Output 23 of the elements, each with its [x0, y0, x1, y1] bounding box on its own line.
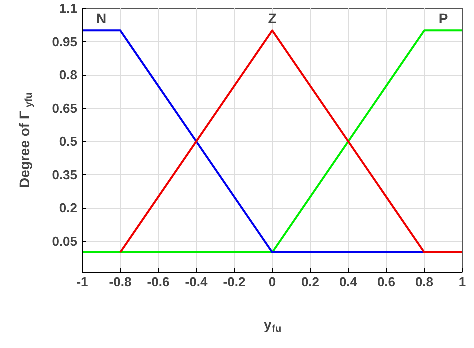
y-axis-title: Degree of Γyfu: [16, 92, 35, 188]
x-tick-label: -1: [76, 274, 88, 290]
annotation: N: [96, 10, 107, 27]
y-tick-label: 0.05: [52, 234, 78, 249]
x-tick-label: -0.6: [147, 274, 170, 290]
y-tick-label: 0.5: [59, 134, 78, 150]
annotation: Z: [268, 10, 278, 27]
x-tick-label: 1: [458, 274, 466, 290]
x-tick-label: 0.8: [415, 274, 434, 290]
y-tick-label: 0.2: [59, 200, 78, 216]
annotation: P: [438, 10, 448, 27]
x-tick-label: 0.2: [301, 274, 320, 290]
y-tick-label: 1.1: [59, 1, 78, 16]
y-tick-label: 0.35: [52, 167, 78, 182]
x-tick-label: 0.6: [377, 274, 396, 290]
y-tick-label: 0.8: [59, 68, 78, 83]
y-tick-label: 0.95: [52, 34, 78, 50]
y-tick-label: 0.65: [52, 100, 78, 116]
x-tick-label: -0.2: [223, 274, 246, 290]
x-tick-label: 0: [268, 274, 276, 290]
x-tick-label: -0.8: [109, 274, 132, 290]
x-tick-label: 0.4: [339, 274, 358, 290]
x-tick-label: -0.4: [185, 274, 208, 290]
